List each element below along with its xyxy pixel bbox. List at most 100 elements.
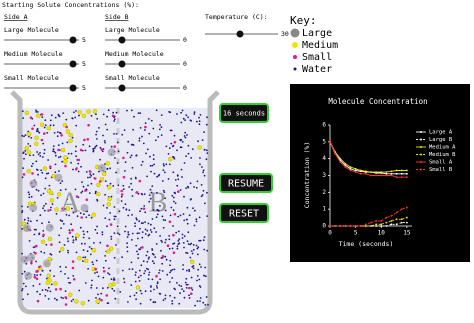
water-molecule bbox=[154, 256, 157, 258]
y-tick-label: 3 bbox=[322, 172, 326, 179]
resume-button[interactable] bbox=[219, 173, 273, 193]
water-molecule bbox=[43, 126, 46, 129]
water-molecule bbox=[56, 135, 59, 138]
water-molecule bbox=[94, 272, 96, 274]
water-molecule bbox=[94, 145, 97, 148]
slider-thumb[interactable] bbox=[69, 36, 77, 44]
water-molecule bbox=[112, 185, 115, 187]
temperature-thumb[interactable] bbox=[236, 30, 244, 38]
small-molecule bbox=[54, 288, 58, 291]
water-molecule bbox=[45, 243, 48, 246]
water-molecule bbox=[87, 268, 89, 270]
slider-thumb[interactable] bbox=[118, 84, 126, 92]
water-molecule bbox=[168, 238, 171, 241]
water-molecule bbox=[182, 268, 184, 271]
water-molecule bbox=[183, 135, 186, 137]
water-molecule bbox=[89, 176, 91, 179]
small-molecule bbox=[173, 212, 177, 216]
water-molecule bbox=[58, 250, 61, 253]
small-molecule bbox=[113, 145, 116, 148]
water-molecule bbox=[59, 189, 62, 192]
water-molecule bbox=[41, 171, 44, 174]
water-molecule bbox=[172, 200, 175, 203]
water-molecule bbox=[171, 194, 174, 197]
water-molecule bbox=[144, 211, 147, 214]
series-point bbox=[354, 171, 357, 174]
series-point bbox=[375, 223, 378, 226]
series-point bbox=[390, 220, 393, 222]
slider-thumb[interactable] bbox=[118, 60, 126, 68]
water-molecule bbox=[78, 289, 81, 292]
key-swatch bbox=[292, 42, 298, 48]
slider-value: 5 bbox=[82, 84, 86, 92]
water-molecule bbox=[178, 284, 181, 287]
small-molecule bbox=[105, 294, 109, 297]
medium-molecule bbox=[53, 281, 58, 286]
slider-thumb[interactable] bbox=[69, 84, 77, 92]
water-molecule bbox=[168, 235, 171, 237]
water-molecule bbox=[104, 255, 106, 257]
water-molecule bbox=[133, 294, 136, 297]
water-molecule bbox=[129, 295, 132, 298]
water-molecule bbox=[136, 218, 138, 221]
water-molecule bbox=[180, 285, 183, 287]
water-molecule bbox=[113, 289, 116, 292]
legend-label: Medium A bbox=[429, 145, 456, 151]
water-molecule bbox=[140, 292, 143, 295]
water-molecule bbox=[188, 268, 191, 271]
water-molecule bbox=[203, 248, 206, 251]
water-molecule bbox=[106, 168, 109, 171]
water-molecule bbox=[113, 215, 116, 218]
reset-button[interactable] bbox=[219, 203, 269, 223]
water-molecule bbox=[156, 287, 159, 289]
water-molecule bbox=[182, 242, 185, 244]
water-molecule bbox=[118, 210, 121, 213]
water-molecule bbox=[144, 270, 147, 272]
water-molecule bbox=[193, 111, 196, 114]
water-molecule bbox=[135, 217, 138, 220]
water-molecule bbox=[141, 236, 144, 239]
water-molecule bbox=[137, 276, 140, 279]
medium-molecule bbox=[99, 177, 105, 182]
small-molecule bbox=[40, 138, 44, 142]
water-molecule bbox=[167, 153, 170, 155]
water-molecule bbox=[152, 127, 155, 130]
water-molecule bbox=[115, 244, 117, 246]
medium-molecule bbox=[81, 113, 87, 119]
resume-label[interactable]: RESUME bbox=[228, 179, 264, 190]
water-molecule bbox=[186, 252, 189, 255]
beaker-glass bbox=[10, 90, 220, 315]
water-molecule bbox=[35, 111, 38, 113]
slider-label: Medium Molecule bbox=[105, 50, 164, 58]
medium-molecule bbox=[60, 147, 66, 153]
water-molecule bbox=[121, 269, 124, 272]
water-molecule bbox=[35, 160, 38, 163]
water-molecule bbox=[198, 263, 201, 266]
water-molecule bbox=[170, 269, 172, 272]
water-molecule bbox=[171, 268, 174, 271]
water-molecule bbox=[198, 216, 201, 219]
water-molecule bbox=[104, 193, 106, 196]
series-point bbox=[359, 169, 362, 172]
water-molecule bbox=[153, 172, 156, 175]
water-molecule bbox=[159, 205, 161, 207]
water-molecule bbox=[134, 280, 137, 283]
water-molecule bbox=[49, 253, 52, 255]
reset-label[interactable]: RESET bbox=[229, 209, 259, 220]
series-point bbox=[354, 167, 357, 170]
medium-molecule bbox=[49, 198, 54, 203]
water-molecule bbox=[135, 244, 138, 247]
water-molecule bbox=[182, 213, 185, 216]
water-molecule bbox=[141, 231, 144, 234]
water-molecule bbox=[54, 163, 57, 166]
water-molecule bbox=[128, 209, 131, 212]
slider-thumb[interactable] bbox=[118, 36, 126, 44]
water-molecule bbox=[35, 228, 37, 231]
water-molecule bbox=[190, 250, 193, 253]
water-molecule bbox=[183, 235, 186, 238]
slider-thumb[interactable] bbox=[69, 60, 77, 68]
series-point bbox=[329, 140, 331, 143]
water-molecule bbox=[43, 148, 46, 151]
water-molecule bbox=[130, 154, 133, 157]
water-molecule bbox=[95, 144, 98, 147]
